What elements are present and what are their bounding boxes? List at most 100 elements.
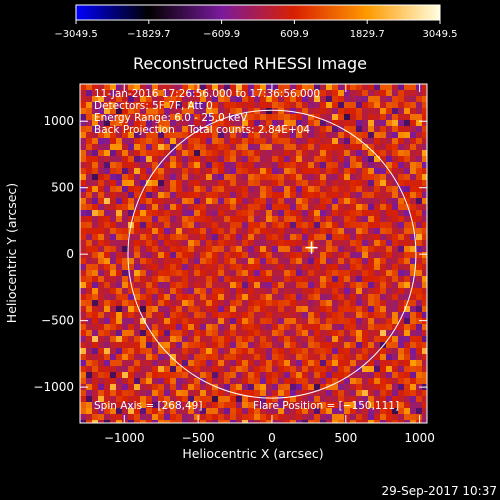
heatmap-pixel	[260, 342, 266, 348]
heatmap-pixel	[356, 198, 362, 204]
heatmap-pixel	[146, 306, 152, 312]
heatmap-pixel	[182, 360, 188, 366]
heatmap-pixel	[122, 102, 128, 108]
heatmap-pixel	[320, 102, 326, 108]
heatmap-pixel	[260, 174, 266, 180]
heatmap-pixel	[296, 330, 302, 336]
heatmap-pixel	[308, 186, 314, 192]
heatmap-pixel	[320, 162, 326, 168]
heatmap-pixel	[278, 96, 284, 102]
heatmap-pixel	[188, 210, 194, 216]
heatmap-pixel	[278, 264, 284, 270]
heatmap-pixel	[98, 270, 104, 276]
heatmap-pixel	[338, 144, 344, 150]
heatmap-pixel	[212, 330, 218, 336]
heatmap-pixel	[194, 372, 200, 378]
heatmap-pixel	[122, 396, 128, 402]
heatmap-pixel	[236, 210, 242, 216]
heatmap-pixel	[356, 222, 362, 228]
heatmap-pixel	[374, 372, 380, 378]
heatmap-pixel	[314, 306, 320, 312]
heatmap-pixel	[152, 246, 158, 252]
heatmap-pixel	[140, 390, 146, 396]
heatmap-pixel	[350, 222, 356, 228]
heatmap-pixel	[380, 192, 386, 198]
heatmap-pixel	[290, 180, 296, 186]
heatmap-pixel	[104, 102, 110, 108]
heatmap-pixel	[164, 372, 170, 378]
heatmap-pixel	[356, 216, 362, 222]
heatmap-pixel	[140, 342, 146, 348]
heatmap-pixel	[362, 396, 368, 402]
heatmap-pixel	[140, 132, 146, 138]
heatmap-pixel	[404, 90, 410, 96]
heatmap-pixel	[308, 228, 314, 234]
heatmap-pixel	[326, 258, 332, 264]
x-tick-label: 1000	[404, 431, 435, 445]
heatmap-pixel	[110, 174, 116, 180]
heatmap-pixel	[302, 336, 308, 342]
heatmap-pixel	[86, 294, 92, 300]
heatmap-pixel	[140, 402, 146, 408]
heatmap-pixel	[152, 228, 158, 234]
heatmap-pixel	[212, 90, 218, 96]
heatmap-pixel	[194, 396, 200, 402]
heatmap-pixel	[110, 120, 116, 126]
heatmap-pixel	[140, 234, 146, 240]
heatmap-pixel	[206, 234, 212, 240]
heatmap-pixel	[266, 372, 272, 378]
heatmap-pixel	[134, 258, 140, 264]
heatmap-pixel	[206, 330, 212, 336]
heatmap-pixel	[320, 318, 326, 324]
heatmap-pixel	[404, 210, 410, 216]
heatmap-pixel	[314, 234, 320, 240]
heatmap-pixel	[254, 348, 260, 354]
heatmap-pixel	[398, 270, 404, 276]
heatmap-pixel	[290, 114, 296, 120]
heatmap-pixel	[254, 354, 260, 360]
heatmap-pixel	[410, 264, 416, 270]
heatmap-pixel	[134, 372, 140, 378]
heatmap-pixel	[182, 378, 188, 384]
heatmap-pixel	[200, 234, 206, 240]
heatmap-pixel	[176, 126, 182, 132]
heatmap-pixel	[266, 336, 272, 342]
heatmap-pixel	[392, 264, 398, 270]
heatmap-pixel	[176, 414, 182, 420]
heatmap-pixel	[110, 198, 116, 204]
heatmap-pixel	[308, 294, 314, 300]
heatmap-pixel	[362, 384, 368, 390]
heatmap-pixel	[122, 180, 128, 186]
heatmap-pixel	[104, 366, 110, 372]
heatmap-pixel	[416, 144, 422, 150]
heatmap-pixel	[332, 90, 338, 96]
heatmap-pixel	[266, 150, 272, 156]
heatmap-pixel	[308, 324, 314, 330]
heatmap-pixel	[374, 144, 380, 150]
heatmap-pixel	[386, 204, 392, 210]
heatmap-pixel	[194, 96, 200, 102]
heatmap-pixel	[218, 96, 224, 102]
heatmap-pixel	[230, 384, 236, 390]
heatmap-pixel	[146, 204, 152, 210]
heatmap-pixel	[254, 114, 260, 120]
heatmap-pixel	[332, 162, 338, 168]
heatmap-pixel	[386, 228, 392, 234]
heatmap-pixel	[182, 198, 188, 204]
heatmap-pixel	[152, 162, 158, 168]
heatmap-pixel	[302, 198, 308, 204]
heatmap-pixel	[158, 210, 164, 216]
heatmap-pixel	[86, 168, 92, 174]
heatmap-pixel	[170, 312, 176, 318]
heatmap-pixel	[356, 384, 362, 390]
heatmap-pixel	[176, 90, 182, 96]
heatmap-pixel	[314, 168, 320, 174]
heatmap-pixel	[386, 324, 392, 330]
heatmap-pixel	[86, 360, 92, 366]
heatmap-pixel	[416, 408, 422, 414]
heatmap-pixel	[308, 288, 314, 294]
heatmap-pixel	[218, 180, 224, 186]
heatmap-pixel	[134, 180, 140, 186]
heatmap-pixel	[302, 270, 308, 276]
heatmap-pixel	[254, 216, 260, 222]
